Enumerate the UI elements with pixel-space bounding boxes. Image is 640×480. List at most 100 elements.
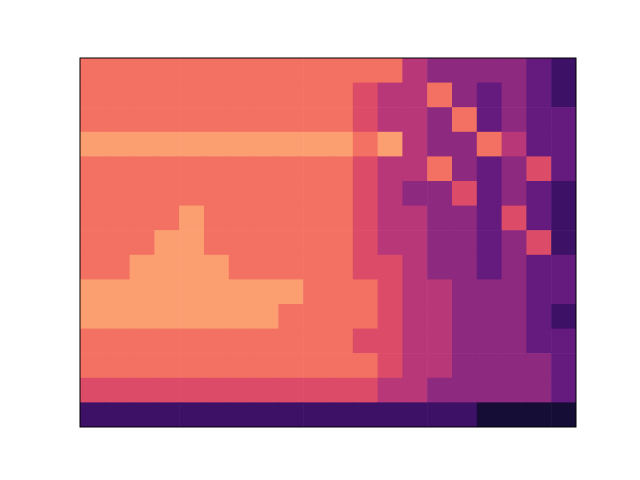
heatmap-cell — [452, 107, 477, 132]
heatmap-cell — [526, 230, 551, 255]
heatmap-cell — [204, 378, 229, 403]
heatmap-cell — [328, 156, 353, 181]
heatmap-cell — [154, 329, 179, 354]
heatmap-cell — [278, 230, 303, 255]
heatmap-cell — [80, 58, 105, 83]
heatmap-cell — [427, 156, 452, 181]
heatmap-cell — [303, 83, 328, 108]
heatmap-cell — [502, 353, 527, 378]
heatmap-cell — [477, 83, 502, 108]
heatmap-cell — [328, 107, 353, 132]
heatmap-cell — [130, 279, 155, 304]
heatmap-cell — [278, 255, 303, 280]
heatmap-cell — [130, 58, 155, 83]
heatmap-cell — [477, 255, 502, 280]
heatmap-cell — [477, 230, 502, 255]
heatmap-cell — [526, 107, 551, 132]
heatmap-cell — [328, 181, 353, 206]
heatmap-cell — [278, 353, 303, 378]
heatmap-cell — [179, 206, 204, 231]
heatmap-cell — [105, 181, 130, 206]
heatmap-cell — [328, 230, 353, 255]
heatmap-cell — [328, 402, 353, 427]
heatmap-cell — [551, 156, 576, 181]
heatmap-cell — [452, 156, 477, 181]
heatmap-cell — [353, 132, 378, 157]
heatmap-cell — [303, 378, 328, 403]
heatmap-cell — [378, 181, 403, 206]
heatmap-cell — [477, 132, 502, 157]
heatmap-cell — [526, 329, 551, 354]
heatmap-cell — [378, 206, 403, 231]
heatmap-cell — [179, 230, 204, 255]
heatmap-cell — [526, 132, 551, 157]
heatmap-cell — [278, 107, 303, 132]
heatmap-cell — [378, 402, 403, 427]
heatmap-cell — [105, 132, 130, 157]
heatmap-cell — [402, 402, 427, 427]
heatmap-cell — [278, 132, 303, 157]
heatmap-cell — [551, 279, 576, 304]
heatmap-cell — [402, 255, 427, 280]
heatmap-cell — [303, 206, 328, 231]
heatmap-cell — [353, 402, 378, 427]
chart-container — [0, 0, 640, 480]
heatmap-cell — [105, 255, 130, 280]
heatmap-cell — [105, 156, 130, 181]
heatmap-cell — [254, 279, 279, 304]
heatmap-cell — [229, 230, 254, 255]
heatmap-cell — [353, 255, 378, 280]
heatmap-cell — [402, 156, 427, 181]
heatmap-cell — [254, 230, 279, 255]
heatmap-cell — [130, 156, 155, 181]
heatmap-cell — [378, 353, 403, 378]
heatmap-cell — [80, 329, 105, 354]
heatmap-cell — [229, 132, 254, 157]
heatmap-cell — [179, 402, 204, 427]
heatmap-cell — [204, 353, 229, 378]
heatmap-cell — [477, 279, 502, 304]
heatmap-cell — [105, 353, 130, 378]
heatmap-cell — [477, 206, 502, 231]
heatmap-cell — [303, 181, 328, 206]
heatmap-cell — [551, 402, 576, 427]
heatmap-cell — [130, 230, 155, 255]
heatmap-cell — [204, 255, 229, 280]
heatmap-cell — [229, 107, 254, 132]
heatmap-cell — [80, 156, 105, 181]
heatmap-cell — [502, 402, 527, 427]
heatmap-cell — [328, 378, 353, 403]
heatmap-cell — [303, 107, 328, 132]
heatmap-cell — [229, 156, 254, 181]
heatmap-cell — [328, 255, 353, 280]
heatmap-cell — [378, 156, 403, 181]
heatmap-cell — [452, 181, 477, 206]
heatmap-cell — [328, 279, 353, 304]
heatmap-cell — [204, 329, 229, 354]
heatmap-cell — [452, 304, 477, 329]
heatmap-cell — [303, 402, 328, 427]
heatmap-cell — [105, 58, 130, 83]
heatmap-cell — [179, 378, 204, 403]
heatmap-cell — [502, 107, 527, 132]
heatmap-cell — [229, 329, 254, 354]
heatmap-cell — [526, 83, 551, 108]
heatmap-cell — [328, 206, 353, 231]
heatmap-cell — [204, 107, 229, 132]
heatmap-cell — [130, 83, 155, 108]
heatmap-cell — [80, 230, 105, 255]
heatmap-cell — [278, 378, 303, 403]
heatmap-cell — [154, 402, 179, 427]
heatmap-cell — [526, 156, 551, 181]
heatmap-cell — [105, 329, 130, 354]
heatmap-cell — [477, 329, 502, 354]
heatmap-cell — [105, 83, 130, 108]
heatmap-cell — [427, 353, 452, 378]
heatmap-cell — [402, 181, 427, 206]
heatmap-cell — [353, 181, 378, 206]
heatmap-cell — [551, 255, 576, 280]
heatmap-cell — [378, 83, 403, 108]
heatmap-cell — [526, 353, 551, 378]
heatmap-cell — [551, 83, 576, 108]
heatmap-cell — [254, 206, 279, 231]
